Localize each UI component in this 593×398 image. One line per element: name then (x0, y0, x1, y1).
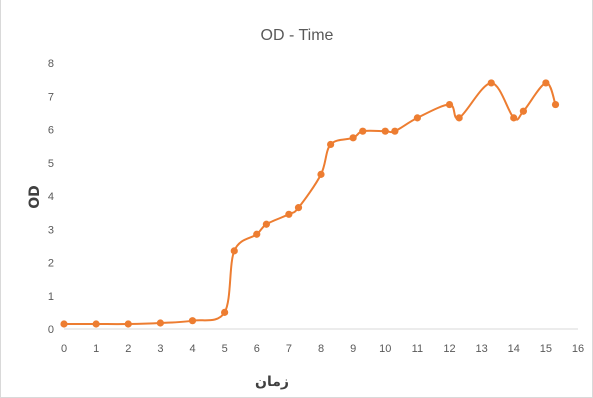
x-tick-label: 7 (286, 343, 292, 355)
data-point (510, 114, 518, 122)
chart-title: OD - Time (261, 27, 334, 44)
x-tick-label: 16 (572, 343, 584, 355)
data-point (317, 170, 325, 178)
y-tick-label: 7 (48, 91, 54, 103)
data-point (60, 320, 68, 328)
data-point (327, 140, 335, 149)
data-point (487, 79, 495, 87)
od-series-points (60, 79, 560, 328)
y-tick-label: 4 (48, 191, 54, 203)
data-point (92, 320, 100, 328)
data-point (349, 134, 357, 142)
x-tick-label: 9 (350, 343, 356, 355)
data-point (253, 230, 261, 238)
data-point (551, 100, 560, 109)
x-tick-label: 12 (443, 343, 455, 355)
x-tick-label: 15 (540, 343, 552, 355)
data-point (519, 107, 527, 115)
x-tick-label: 13 (476, 343, 488, 355)
x-axis-ticks: 0 1 2 3 4 5 6 7 8 9 10 11 12 13 14 15 16 (61, 343, 584, 355)
od-series-line (64, 81, 557, 326)
y-tick-label: 0 (48, 324, 54, 336)
data-point (455, 114, 463, 122)
x-tick-label: 2 (125, 343, 131, 355)
x-tick-label: 4 (189, 343, 195, 355)
y-tick-label: 6 (48, 125, 54, 137)
data-point (262, 220, 270, 228)
x-tick-label: 1 (93, 343, 99, 355)
x-tick-label: 0 (61, 343, 67, 355)
data-point (230, 247, 238, 255)
x-tick-label: 3 (157, 343, 163, 355)
y-axis-title: OD (27, 185, 43, 209)
x-tick-label: 14 (508, 343, 520, 355)
y-tick-label: 8 (48, 58, 54, 70)
y-tick-label: 1 (48, 291, 54, 303)
data-point (221, 308, 229, 316)
data-point (542, 79, 550, 87)
x-tick-label: 10 (379, 343, 391, 355)
y-tick-label: 5 (48, 158, 54, 170)
data-point (124, 320, 132, 328)
x-axis-title: زمان (255, 374, 289, 390)
x-tick-label: 11 (412, 343, 423, 355)
data-point (413, 114, 421, 122)
data-point (156, 319, 164, 327)
data-point (381, 127, 389, 135)
y-tick-label: 2 (48, 258, 54, 270)
x-tick-label: 6 (254, 343, 260, 355)
data-point (359, 127, 367, 135)
x-tick-label: 5 (222, 343, 228, 355)
y-axis-ticks: 0 1 2 3 4 5 6 7 8 (48, 58, 54, 336)
data-point (285, 210, 293, 218)
data-point (188, 317, 197, 325)
data-point (294, 204, 303, 212)
y-tick-label: 3 (48, 224, 54, 236)
x-tick-label: 8 (318, 343, 324, 355)
data-point (391, 127, 399, 135)
data-point (445, 100, 454, 109)
